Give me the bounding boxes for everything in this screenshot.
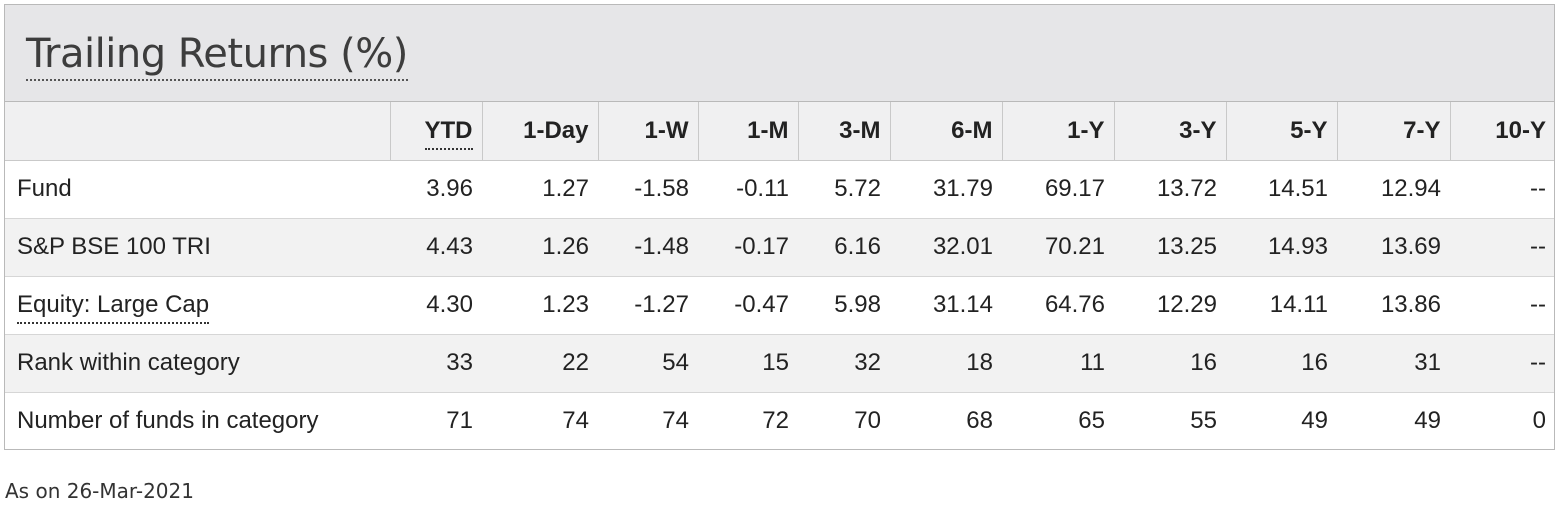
row-label-fund-count: Number of funds in category xyxy=(17,407,319,435)
table-cell: -0.11 xyxy=(698,160,798,219)
table-cell: 33 xyxy=(390,334,482,393)
table-cell: 54 xyxy=(598,334,698,393)
table-cell: 4.30 xyxy=(390,276,482,335)
table-cell: 14.93 xyxy=(1226,218,1337,277)
table-cell: 31.14 xyxy=(890,276,1002,335)
table-cell: 32 xyxy=(798,334,890,393)
table-cell: 72 xyxy=(762,407,789,435)
column-header-1-m: 1-M xyxy=(697,102,798,161)
table-cell: 5.72 xyxy=(798,160,890,219)
table-cell: 49 xyxy=(1301,407,1328,435)
column-header-7-y: 7-Y xyxy=(1336,102,1450,161)
column-header-row: YTD 1-Day 1-W 1-M 3-M 6-M 1-Y 3-Y 5-Y 7-… xyxy=(5,102,1554,161)
table-cell: 70 xyxy=(854,407,881,435)
table-cell: 74 xyxy=(662,407,689,435)
table-cell: 12.29 xyxy=(1114,276,1226,335)
table-cell: 14.51 xyxy=(1226,160,1337,219)
column-header-5-y: 5-Y xyxy=(1225,102,1337,161)
table-cell: 49 xyxy=(1414,407,1441,435)
table-cell: -1.27 xyxy=(598,276,698,335)
trailing-returns-panel: Trailing Returns (%) YTD 1-Day 1-W 1-M 3… xyxy=(4,4,1555,450)
column-header-ytd[interactable]: YTD xyxy=(389,102,482,161)
table-cell: 1.26 xyxy=(482,218,598,277)
column-header-3-y: 3-Y xyxy=(1113,102,1226,161)
column-header-1-w: 1-W xyxy=(597,102,698,161)
table-cell: 22 xyxy=(482,334,598,393)
table-cell: 0 xyxy=(1532,407,1546,435)
table-cell: 12.94 xyxy=(1337,160,1450,219)
table-cell: 64.76 xyxy=(1002,276,1114,335)
column-header-6-m: 6-M xyxy=(889,102,1002,161)
table-row-fund: Fund 3.96 1.27 -1.58 -0.11 5.72 31.79 69… xyxy=(5,160,1554,219)
table-cell: 16 xyxy=(1226,334,1337,393)
table-cell: -- xyxy=(1450,276,1554,335)
row-label-rank: Rank within category xyxy=(5,334,390,393)
table-cell: 1.27 xyxy=(482,160,598,219)
row-label-category[interactable]: Equity: Large Cap xyxy=(5,276,390,335)
column-header-1-y: 1-Y xyxy=(1001,102,1114,161)
table-cell: 65 xyxy=(1078,407,1105,435)
table-cell: 16 xyxy=(1114,334,1226,393)
table-cell: 32.01 xyxy=(890,218,1002,277)
table-cell: -1.58 xyxy=(598,160,698,219)
column-header-label xyxy=(5,102,390,161)
table-cell: 4.43 xyxy=(390,218,482,277)
table-cell: 13.86 xyxy=(1337,276,1450,335)
table-cell: -0.17 xyxy=(698,218,798,277)
table-row-benchmark: S&P BSE 100 TRI 4.43 1.26 -1.48 -0.17 6.… xyxy=(5,218,1554,277)
table-cell: -- xyxy=(1450,218,1554,277)
table-cell: 13.25 xyxy=(1114,218,1226,277)
table-row-category: Equity: Large Cap 4.30 1.23 -1.27 -0.47 … xyxy=(5,276,1554,335)
table-cell: 74 xyxy=(562,407,589,435)
table-cell: 68 xyxy=(966,407,993,435)
panel-header: Trailing Returns (%) xyxy=(5,5,1554,102)
table-cell: 70.21 xyxy=(1002,218,1114,277)
table-cell: 3.96 xyxy=(390,160,482,219)
table-cell: -0.47 xyxy=(698,276,798,335)
trailing-returns-table: YTD 1-Day 1-W 1-M 3-M 6-M 1-Y 3-Y 5-Y 7-… xyxy=(5,102,1554,449)
table-cell: 5.98 xyxy=(798,276,890,335)
category-link[interactable]: Equity: Large Cap xyxy=(17,291,210,324)
table-row-rank: Rank within category 33 22 54 15 32 18 1… xyxy=(5,334,1554,393)
table-cell: 15 xyxy=(698,334,798,393)
table-cell: 55 xyxy=(1190,407,1217,435)
table-cell: -- xyxy=(1450,160,1554,219)
table-cell: 71 xyxy=(446,407,473,435)
row-label-fund: Fund xyxy=(5,160,390,219)
panel-title[interactable]: Trailing Returns (%) xyxy=(26,29,408,81)
table-cell: 11 xyxy=(1002,334,1114,393)
table-cell: -- xyxy=(1450,334,1554,393)
column-header-3-m: 3-M xyxy=(797,102,890,161)
row-label-benchmark: S&P BSE 100 TRI xyxy=(5,218,390,277)
table-cell: -1.48 xyxy=(598,218,698,277)
column-header-1-day: 1-Day xyxy=(481,102,598,161)
column-header-ytd-label[interactable]: YTD xyxy=(424,116,473,150)
table-cell: 69.17 xyxy=(1002,160,1114,219)
table-cell: 6.16 xyxy=(798,218,890,277)
as-on-date-footnote: As on 26-Mar-2021 xyxy=(5,479,194,503)
table-row-fund-count: Number of funds in category 71 74 74 72 … xyxy=(5,392,1554,449)
table-cell: 31 xyxy=(1337,334,1450,393)
table-cell: 31.79 xyxy=(890,160,1002,219)
column-header-10-y: 10-Y xyxy=(1449,102,1554,161)
table-cell: 14.11 xyxy=(1226,276,1337,335)
table-cell: 18 xyxy=(890,334,1002,393)
table-cell: 13.72 xyxy=(1114,160,1226,219)
table-cell: 1.23 xyxy=(482,276,598,335)
table-cell: 13.69 xyxy=(1337,218,1450,277)
